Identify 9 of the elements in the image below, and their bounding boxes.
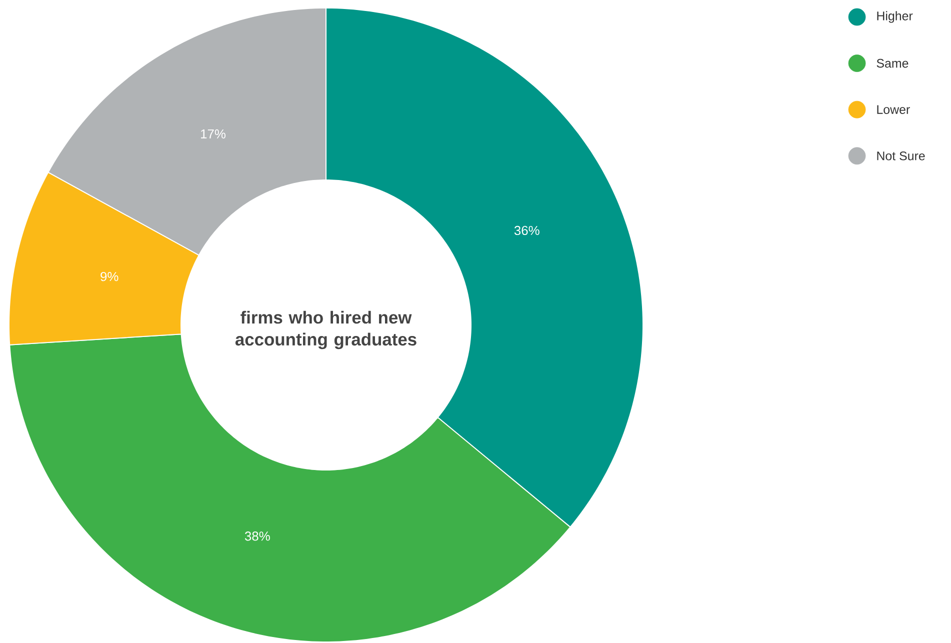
data-label: 36% [514,226,540,236]
legend-label: Higher [877,11,913,23]
legend-label: Not Sure [877,151,925,160]
data-label: 38% [244,532,270,541]
text: firms who hired new accounting graduates [235,310,416,350]
data-label: 17% [201,129,226,138]
data-label: 9% [100,272,118,282]
legend-label: Same [876,58,908,68]
legend-label: Lower [877,105,910,114]
